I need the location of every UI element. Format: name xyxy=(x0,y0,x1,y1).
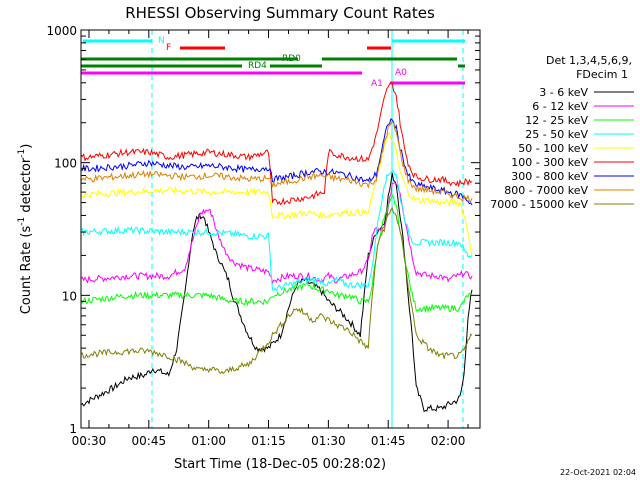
legend-subheader: FDecim 1 xyxy=(576,68,628,81)
legend-entry-label: 25 - 50 keV xyxy=(525,128,588,141)
x-tick-label: 00:45 xyxy=(132,434,167,448)
state-bars: N F RD0 RD4 A0 A1 xyxy=(81,36,465,89)
x-tick-label: 01:15 xyxy=(251,434,286,448)
legend-entry-label: 100 - 300 keV xyxy=(511,156,588,169)
plot-frame xyxy=(80,29,481,429)
legend-entry-label: 800 - 7000 keV xyxy=(504,184,588,197)
x-axis-label: Start Time (18-Dec-05 00:28:02) xyxy=(174,457,386,472)
legend-entry-label: 50 - 100 keV xyxy=(518,142,588,155)
legend-header: Det 1,3,4,5,6,9, xyxy=(546,54,632,67)
series-line-2 xyxy=(80,193,473,314)
series-line-7 xyxy=(80,120,473,203)
state-label-a0: A0 xyxy=(395,68,407,78)
x-tick-label: 01:00 xyxy=(191,434,226,448)
y-tick-label: 10 xyxy=(62,289,77,303)
chart-title: RHESSI Observing Summary Count Rates xyxy=(125,4,435,22)
x-tick-label: 00:30 xyxy=(72,434,107,448)
series-line-4 xyxy=(80,132,473,256)
legend-entry-label: 7000 - 15000 keV xyxy=(490,198,588,211)
axis-layer: 00:30 00:45 01:00 01:15 01:30 01:45 02:00 1 10 10… xyxy=(46,24,480,448)
series-layer xyxy=(80,81,473,413)
state-label-rd0: RD0 xyxy=(282,54,301,64)
legend-entry-label: 3 - 6 keV xyxy=(539,86,588,99)
y-tick-label: 1 xyxy=(69,422,77,436)
x-tick-label: 01:30 xyxy=(311,434,346,448)
series-line-6 xyxy=(81,118,473,206)
state-label-rd4: RD4 xyxy=(248,61,267,71)
y-axis-label: Count Rate (s-1 detector-1) xyxy=(17,144,34,315)
series-line-5 xyxy=(80,81,473,206)
legend-entry-label: 12 - 25 keV xyxy=(525,114,588,127)
series-line-1 xyxy=(80,182,473,285)
legend-entry-label: 300 - 800 keV xyxy=(511,170,588,183)
timestamp: 22-Oct-2021 02:04 xyxy=(560,468,636,477)
legend-entry-label: 6 - 12 keV xyxy=(532,100,588,113)
series-line-8 xyxy=(80,206,473,375)
state-label-n: N xyxy=(158,36,165,46)
state-label-f: F xyxy=(166,43,171,53)
series-line-3 xyxy=(80,169,473,292)
y-tick-label: 1000 xyxy=(46,24,77,38)
state-label-a1: A1 xyxy=(371,79,383,89)
y-tick-label: 100 xyxy=(54,157,77,171)
x-tick-label: 01:45 xyxy=(371,434,406,448)
x-tick-label: 02:00 xyxy=(431,434,466,448)
series-line-0 xyxy=(80,172,473,413)
